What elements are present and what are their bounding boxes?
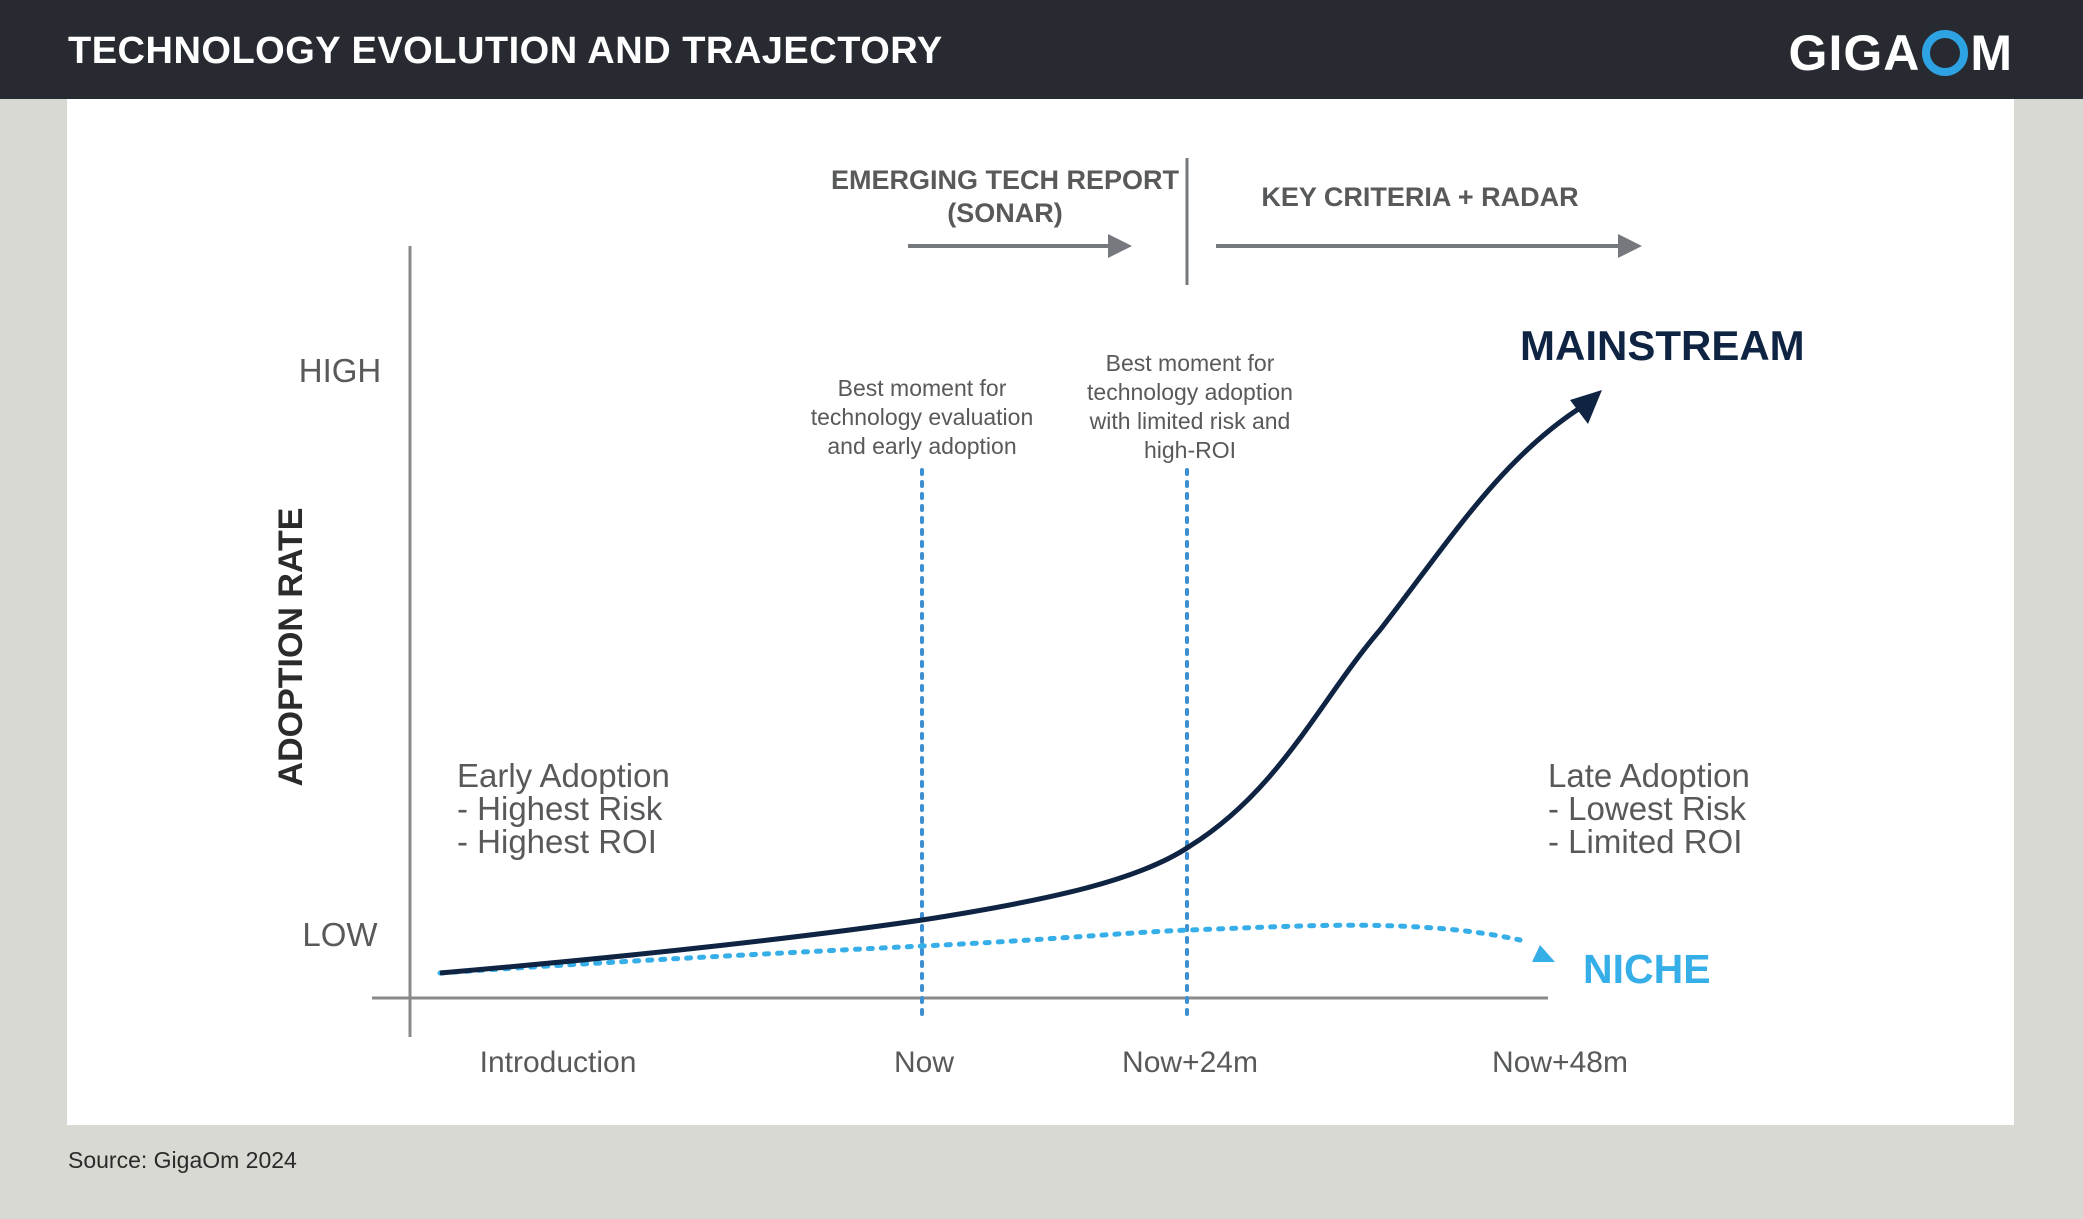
- early-adoption-title: Early Adoption: [457, 757, 670, 794]
- mainstream-arrowhead-icon: [1570, 390, 1602, 424]
- niche-curve: [437, 922, 1523, 976]
- radar-label: KEY CRITERIA + RADAR: [1261, 182, 1578, 212]
- y-axis-label: ADOPTION RATE: [272, 508, 310, 787]
- niche-arrowhead-icon: [1532, 945, 1555, 962]
- x-tick-introduction: Introduction: [480, 1046, 637, 1079]
- late-adoption-roi: - Limited ROI: [1548, 823, 1742, 860]
- header-bar: TECHNOLOGY EVOLUTION AND TRAJECTORY GIGA…: [0, 0, 2083, 99]
- source-note: Source: GigaOm 2024: [68, 1147, 297, 1173]
- logo-text-giga: GIGA: [1788, 25, 1921, 81]
- now24-note-line4: high-ROI: [1144, 437, 1236, 463]
- mainstream-curve: [439, 405, 1582, 976]
- late-adoption-title: Late Adoption: [1548, 757, 1750, 794]
- logo-o-ring-icon: [1922, 30, 1969, 76]
- gigaom-logo: GIGA M: [1789, 24, 2013, 82]
- sonar-label-line2: (SONAR): [947, 198, 1063, 228]
- now-note-line2: technology evaluation: [811, 404, 1034, 430]
- early-adoption-risk: - Highest Risk: [457, 790, 663, 827]
- logo-text-m: M: [1970, 25, 2013, 81]
- diagram-panel: [67, 99, 2014, 1125]
- now24-note-line2: technology adoption: [1087, 379, 1293, 405]
- x-tick-now-24m: Now+24m: [1122, 1046, 1258, 1079]
- y-low-label: LOW: [302, 916, 378, 953]
- page-title: TECHNOLOGY EVOLUTION AND TRAJECTORY: [68, 30, 943, 72]
- sonar-label-line1: EMERGING TECH REPORT: [831, 165, 1180, 195]
- niche-label: NICHE: [1583, 946, 1711, 992]
- x-tick-now-48m: Now+48m: [1492, 1046, 1628, 1079]
- mainstream-label: MAINSTREAM: [1520, 322, 1805, 369]
- early-adoption-roi: - Highest ROI: [457, 823, 657, 860]
- now24-note-line1: Best moment for: [1106, 350, 1275, 376]
- now-note-line3: and early adoption: [827, 433, 1016, 459]
- radar-arrowhead-icon: [1618, 234, 1642, 258]
- x-tick-now: Now: [894, 1046, 954, 1079]
- y-high-label: HIGH: [299, 352, 382, 389]
- now24-note-line3: with limited risk and: [1089, 408, 1291, 434]
- now-note-line1: Best moment for: [838, 375, 1007, 401]
- late-adoption-risk: - Lowest Risk: [1548, 790, 1747, 827]
- sonar-arrowhead-icon: [1108, 234, 1132, 258]
